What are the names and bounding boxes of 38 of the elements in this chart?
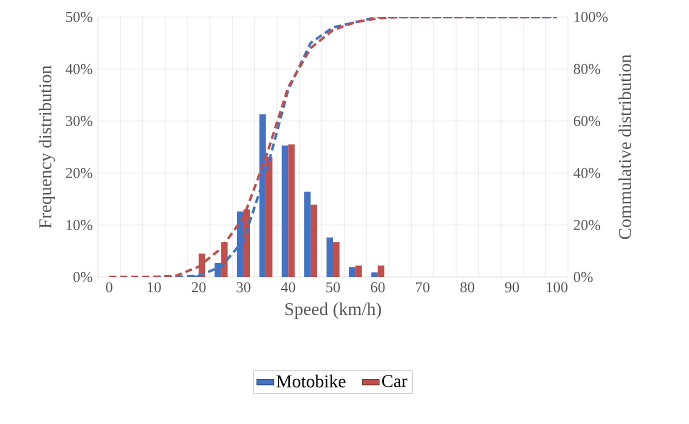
x-tick-label: 50 (326, 282, 340, 292)
x-tick-label: 30 (236, 282, 250, 292)
y-tick-label: 40% (66, 64, 92, 74)
bar (378, 266, 384, 277)
bar (310, 204, 318, 277)
y-tick-label: 30% (66, 116, 92, 126)
bar (348, 267, 356, 277)
y2-tick-label: 80% (574, 64, 600, 74)
y2-tick-label: 40% (574, 168, 600, 178)
x-tick-label: 40 (281, 282, 296, 292)
bar (288, 144, 295, 277)
x-tick-label: 10 (148, 282, 161, 292)
bar (371, 272, 378, 277)
bar (333, 242, 340, 277)
y2-tick-label: 20% (574, 220, 600, 230)
y2-tick-label: 100% (574, 12, 608, 22)
x-tick-label: 0 (106, 282, 112, 292)
x-tick-label: 70 (416, 282, 430, 292)
y2-tick-label: 0% (574, 272, 593, 282)
x-tick-label: 90 (505, 282, 519, 292)
y-tick-label: 0% (73, 272, 92, 282)
y-tick-label: 10% (66, 220, 92, 230)
bar (355, 266, 362, 277)
y-tick-label: 20% (66, 168, 92, 178)
legend-label: Car (382, 375, 408, 388)
y2-axis-title: Commulative distribution (618, 54, 632, 240)
x-tick-label: 20 (192, 282, 206, 292)
y-tick-label: 50% (66, 12, 92, 22)
x-tick-label: 100 (546, 282, 568, 292)
legend-label: Motobike (276, 374, 346, 388)
bar (304, 192, 311, 277)
y-axis-title: Frequency distribution (38, 66, 56, 228)
bar (326, 237, 333, 277)
x-tick-label: 60 (370, 282, 385, 292)
x-tick-label: 80 (460, 282, 474, 292)
bar (282, 145, 288, 277)
y2-tick-label: 60% (574, 116, 600, 126)
x-axis-title: Speed (km/h) (285, 302, 381, 319)
